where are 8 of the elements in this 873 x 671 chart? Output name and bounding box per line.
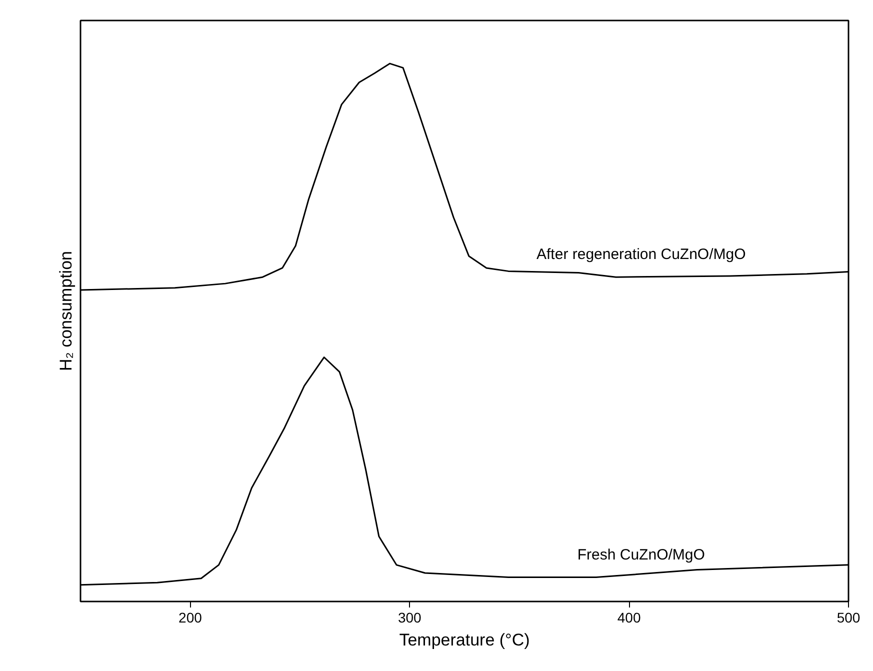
y-axis-title: H₂ consumption [56, 250, 76, 371]
x-tick-label: 200 [178, 610, 202, 626]
x-axis-title: Temperature (°C) [399, 630, 530, 650]
series-label: Fresh CuZnO/MgO [577, 546, 705, 564]
series-label: After regeneration CuZnO/MgO [536, 246, 746, 264]
x-tick-label: 300 [398, 610, 422, 626]
x-tick-label: 500 [836, 610, 860, 626]
x-tick-label: 400 [617, 610, 641, 626]
